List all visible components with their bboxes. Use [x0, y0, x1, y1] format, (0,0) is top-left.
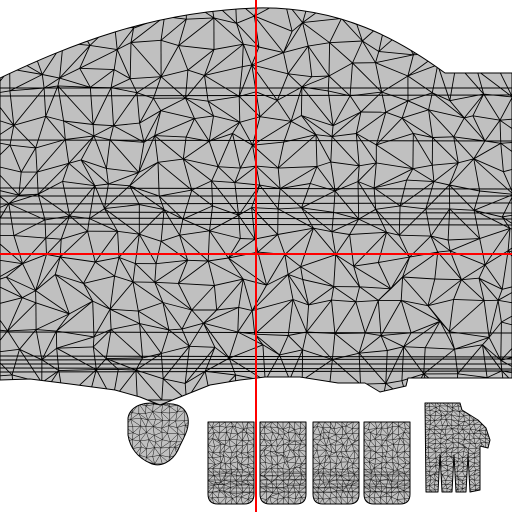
finger-mesh	[259, 421, 307, 505]
finger-mesh	[363, 421, 411, 505]
hand-mesh	[424, 402, 491, 493]
finger-mesh	[207, 421, 255, 505]
knuckle-mesh	[127, 402, 189, 466]
finger-mesh	[312, 421, 360, 505]
